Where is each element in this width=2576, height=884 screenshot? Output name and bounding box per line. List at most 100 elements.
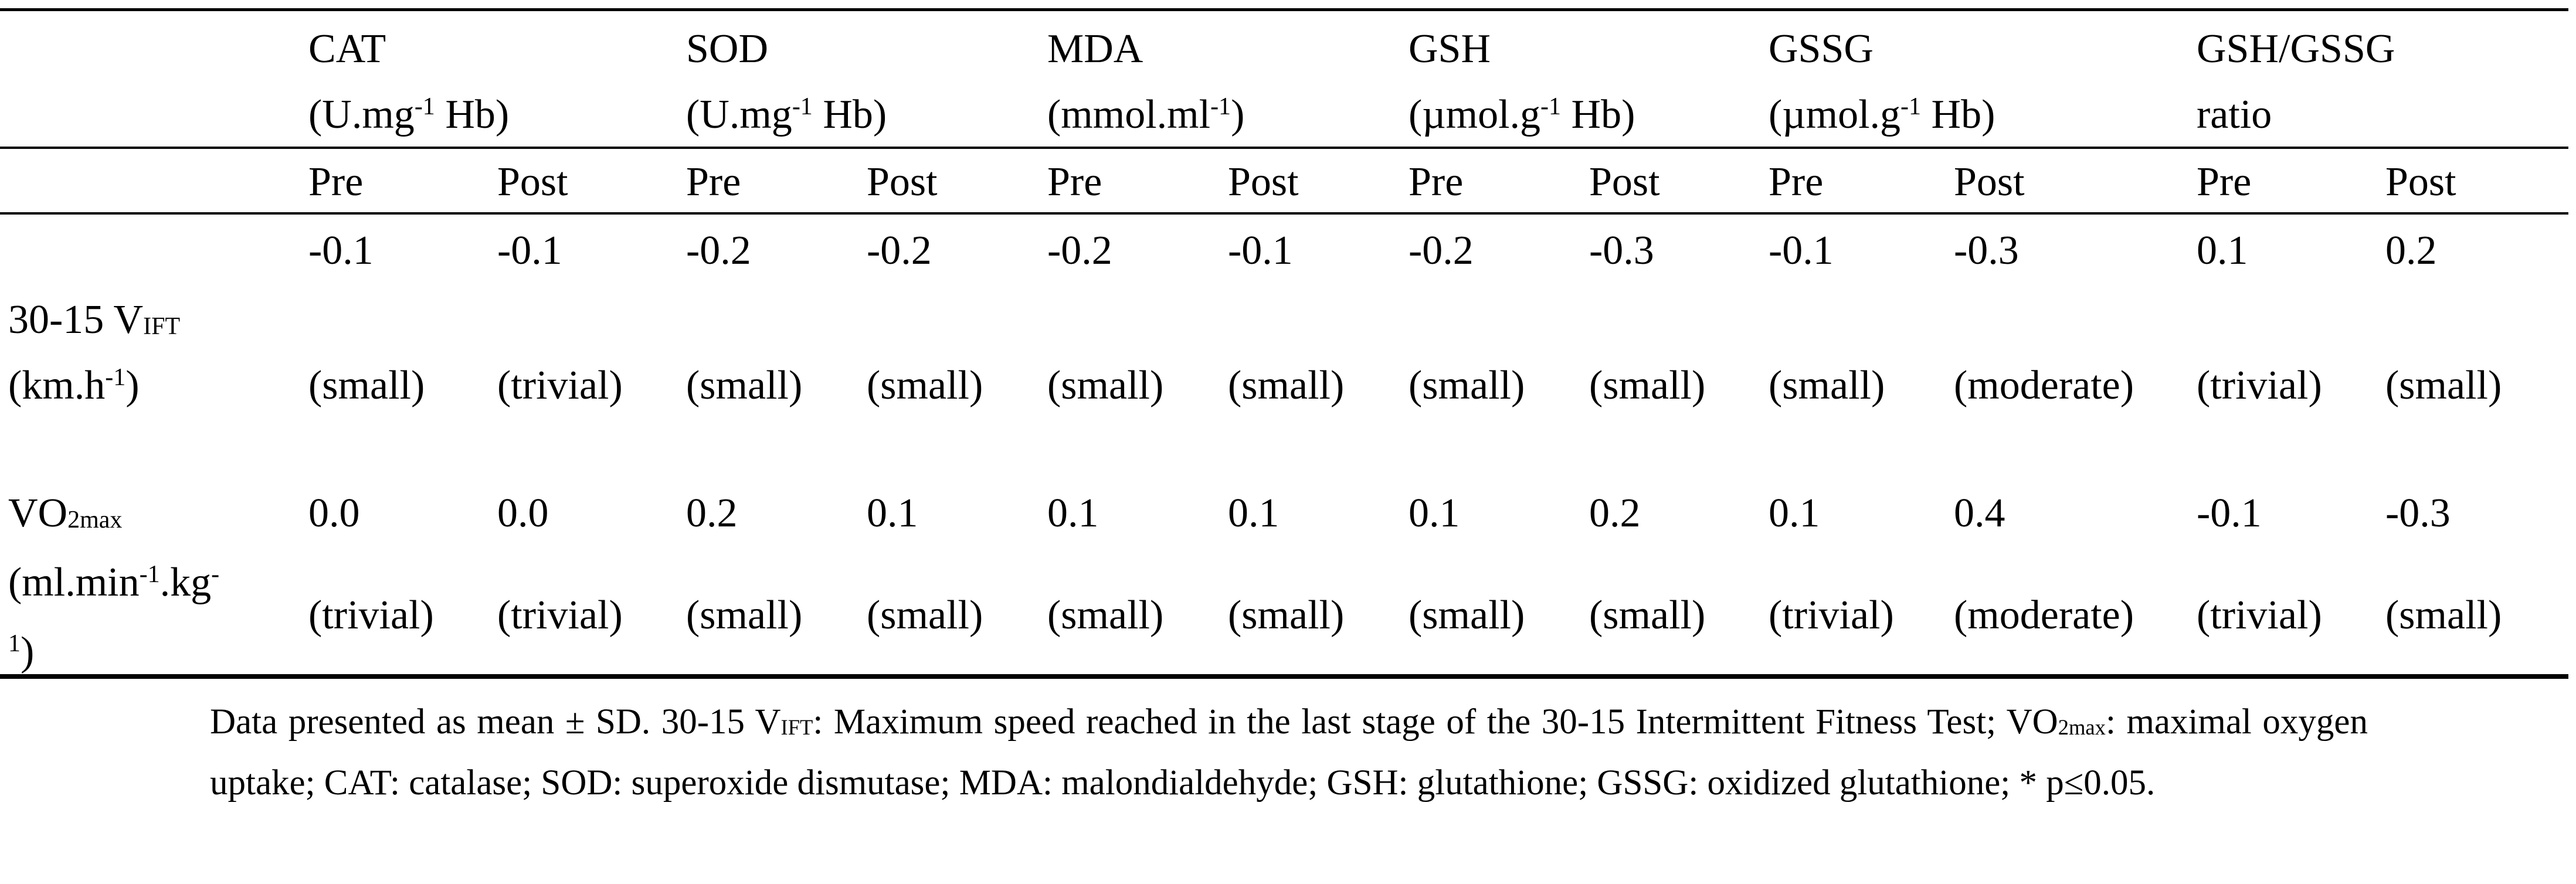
subscript: IFT xyxy=(780,715,813,739)
cell-effect: (small) xyxy=(1047,593,1164,638)
header-rule xyxy=(0,147,2568,149)
text: (µmol.g xyxy=(1769,92,1901,137)
cell-effect: (small) xyxy=(2385,363,2502,408)
text: ) xyxy=(1231,92,1245,137)
superscript: -1 xyxy=(414,93,435,120)
cell-value: -0.2 xyxy=(867,228,932,273)
text: 30-15 V xyxy=(8,297,144,342)
cell-value: 0.1 xyxy=(2197,228,2248,273)
superscript: -1 xyxy=(1900,93,1922,120)
cell-value: -0.2 xyxy=(1047,228,1112,273)
cell-effect: (small) xyxy=(308,363,425,408)
cell-effect: (small) xyxy=(1409,593,1525,638)
text: (mmol.ml xyxy=(1047,92,1211,137)
header-unit: (mmol.ml-1) xyxy=(1047,94,1244,135)
superscript: 1 xyxy=(8,630,21,657)
superscript: -1 xyxy=(792,93,813,120)
cell-effect: (small) xyxy=(1047,363,1164,408)
top-rule xyxy=(0,8,2568,11)
subheader: Pre xyxy=(1769,159,1824,205)
text: ratio xyxy=(2197,92,2272,137)
header-unit: ratio xyxy=(2197,94,2272,135)
text: ) xyxy=(125,363,140,408)
text: (km.h xyxy=(8,363,106,408)
cell-effect: (small) xyxy=(867,363,983,408)
footnote: Data presented as mean ± SD. 30-15 VIFT:… xyxy=(210,692,2368,814)
header-name: GSH/GSSG xyxy=(2197,26,2395,72)
header-name: GSSG xyxy=(1769,26,1874,72)
cell-effect: (small) xyxy=(1589,363,1706,408)
cell-effect: (trivial) xyxy=(2197,593,2322,638)
cell-effect: (small) xyxy=(1228,593,1345,638)
cell-effect: (small) xyxy=(686,363,803,408)
subscript: IFT xyxy=(143,313,181,341)
row-label: (km.h-1) xyxy=(8,365,140,406)
text: Hb) xyxy=(812,92,887,137)
header-name: MDA xyxy=(1047,26,1143,72)
text: ) xyxy=(21,629,35,674)
cell-value: -0.2 xyxy=(686,228,751,273)
cell-effect: (small) xyxy=(2385,593,2502,638)
cell-effect: (small) xyxy=(1769,363,1885,408)
subheader: Post xyxy=(2385,159,2456,205)
text: : maximal oxygen uptake; CAT: catalase; … xyxy=(210,702,2368,803)
superscript: -1 xyxy=(1210,93,1231,120)
subheader: Pre xyxy=(1409,159,1464,205)
cell-effect: (moderate) xyxy=(1954,363,2134,408)
header-name: SOD xyxy=(686,26,769,72)
subheader: Post xyxy=(497,159,568,205)
cell-value: 0.4 xyxy=(1954,491,2005,536)
subheader: Pre xyxy=(1047,159,1102,205)
cell-value: 0.1 xyxy=(1409,491,1460,536)
text: VO xyxy=(8,491,68,536)
row-label: 1) xyxy=(8,631,34,672)
text: .kg xyxy=(159,560,212,605)
cell-effect: (trivial) xyxy=(497,363,623,408)
text: Hb) xyxy=(1921,92,1995,137)
subheader: Post xyxy=(867,159,938,205)
cell-value: -0.1 xyxy=(1228,228,1293,273)
superscript: -1 xyxy=(105,363,126,391)
subheader: Post xyxy=(1228,159,1299,205)
cell-effect: (trivial) xyxy=(497,593,623,638)
cell-effect: (small) xyxy=(1589,593,1706,638)
row-label: (ml.min-1.kg- xyxy=(8,562,219,603)
cell-value: -0.1 xyxy=(1769,228,1834,273)
cell-effect: (small) xyxy=(1409,363,1525,408)
row-label: 30-15 VIFT xyxy=(8,300,180,341)
cell-value: 0.2 xyxy=(1589,491,1641,536)
subscript: 2max xyxy=(67,506,123,534)
subheader: Pre xyxy=(2197,159,2252,205)
cell-effect: (small) xyxy=(686,593,803,638)
row-label: VO2max xyxy=(8,493,122,534)
subheader: Pre xyxy=(686,159,741,205)
cell-value: 0.2 xyxy=(2385,228,2437,273)
cell-value: -0.3 xyxy=(2385,491,2451,536)
header-unit: (µmol.g-1 Hb) xyxy=(1769,94,1995,135)
superscript: -1 xyxy=(139,560,160,588)
cell-effect: (small) xyxy=(1228,363,1345,408)
subheader: Post xyxy=(1954,159,2025,205)
cell-value: 0.1 xyxy=(1047,491,1099,536)
cell-effect: (trivial) xyxy=(1769,593,1894,638)
cell-value: 0.1 xyxy=(867,491,918,536)
cell-value: 0.0 xyxy=(308,491,360,536)
header-unit: (µmol.g-1 Hb) xyxy=(1409,94,1635,135)
header-unit: (U.mg-1 Hb) xyxy=(686,94,887,135)
cell-value: -0.1 xyxy=(497,228,562,273)
cell-value: -0.3 xyxy=(1589,228,1654,273)
cell-value: 0.1 xyxy=(1769,491,1820,536)
text: (µmol.g xyxy=(1409,92,1541,137)
header-name: CAT xyxy=(308,26,386,72)
header-unit: (U.mg-1 Hb) xyxy=(308,94,509,135)
superscript: -1 xyxy=(1540,93,1562,120)
cell-effect: (moderate) xyxy=(1954,593,2134,638)
text: (ml.min xyxy=(8,560,140,605)
cell-effect: (small) xyxy=(867,593,983,638)
cell-value: -0.1 xyxy=(2197,491,2262,536)
text: Data presented as mean ± SD. 30-15 V xyxy=(210,702,781,742)
cell-value: -0.2 xyxy=(1409,228,1474,273)
text: : Maximum speed reached in the last stag… xyxy=(813,702,2058,742)
subscript: 2max xyxy=(2058,715,2106,739)
